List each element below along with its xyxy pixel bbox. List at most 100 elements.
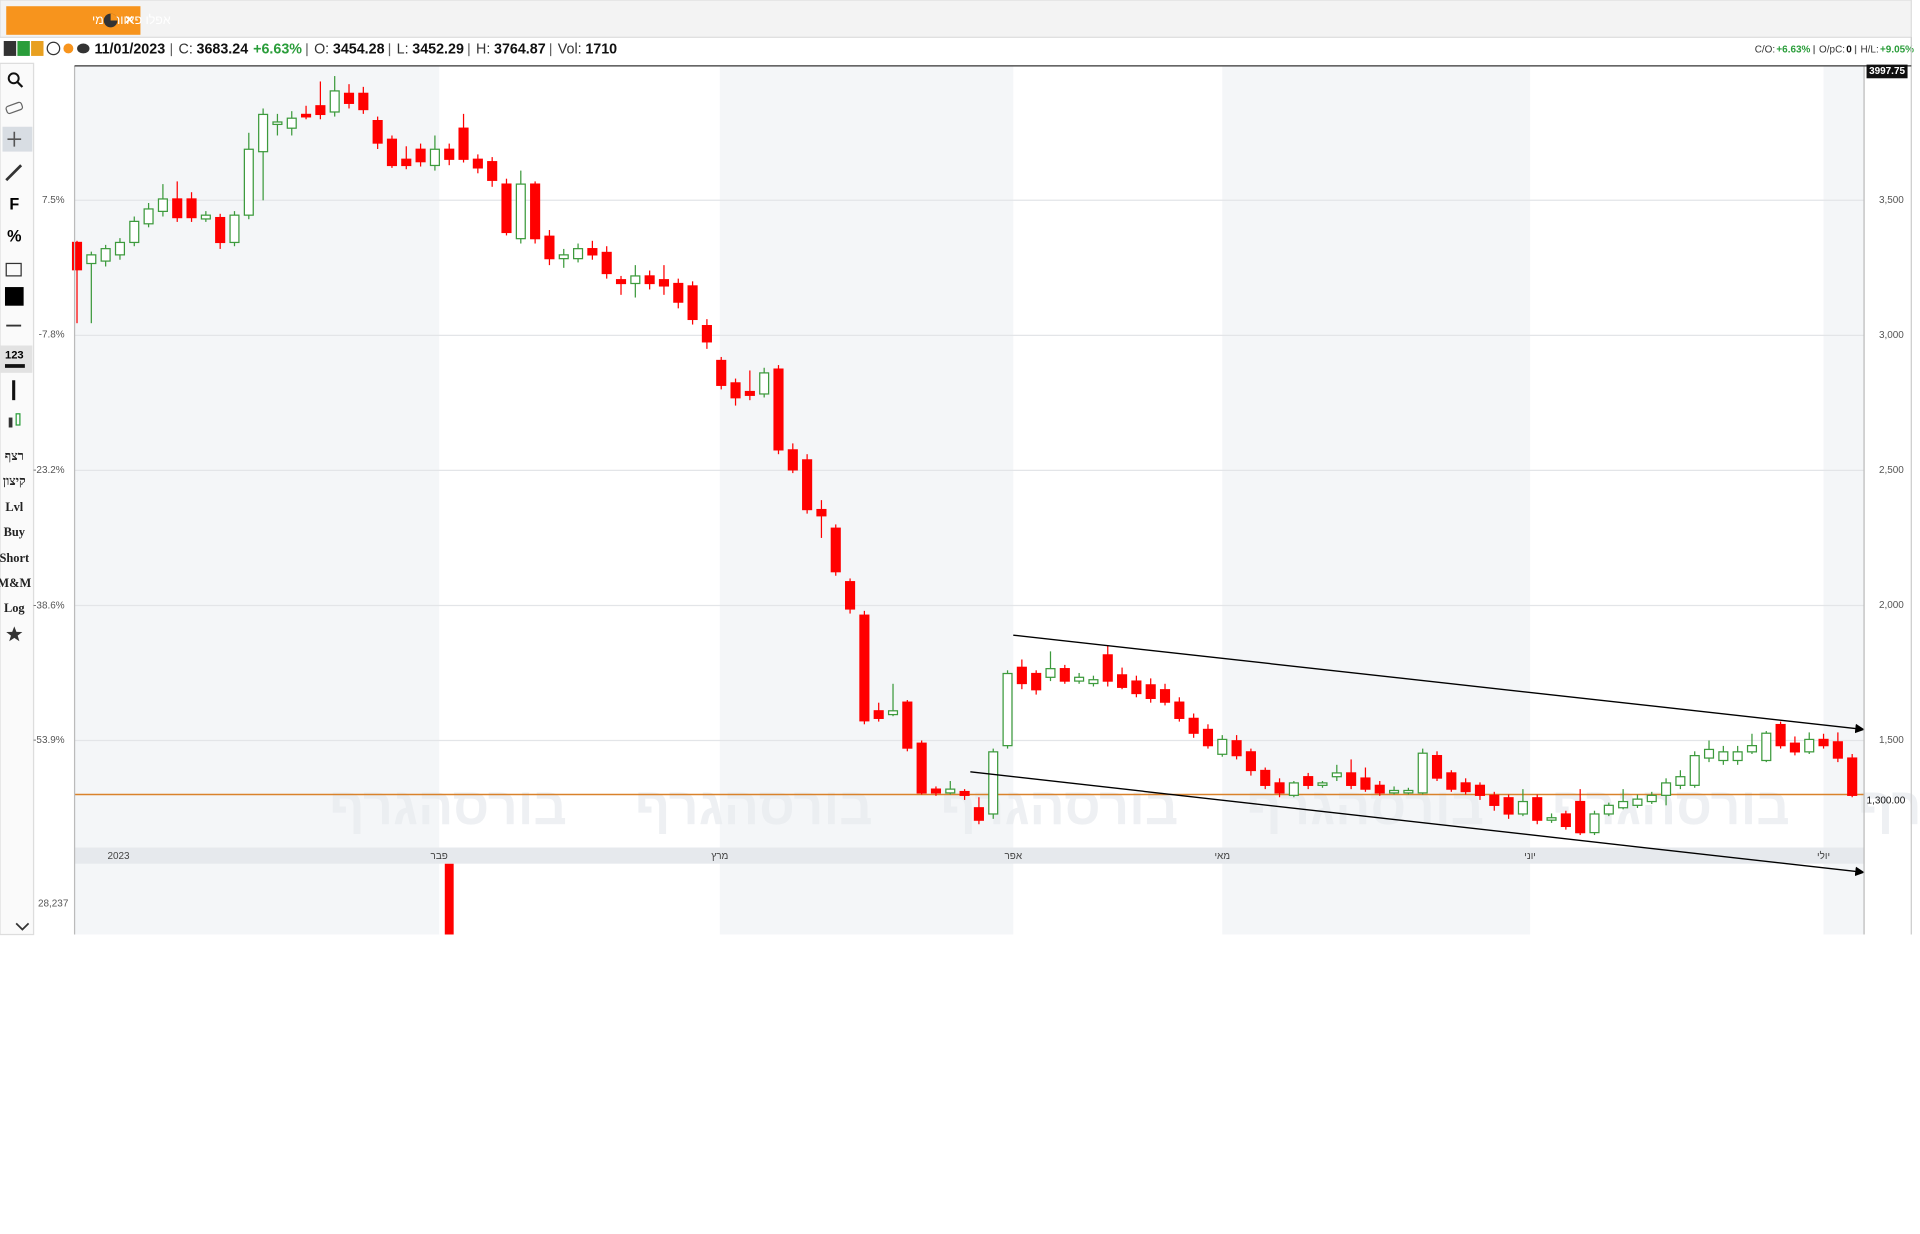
tab-icon-slice bbox=[110, 13, 118, 21]
search-icon[interactable] bbox=[7, 72, 20, 85]
icon[interactable] bbox=[17, 41, 30, 56]
color-picker[interactable] bbox=[4, 287, 24, 306]
candle-body bbox=[472, 158, 483, 169]
candle-body bbox=[1703, 748, 1715, 759]
candle-body bbox=[630, 275, 641, 285]
y2-tick-label: -23.2% bbox=[33, 465, 65, 476]
candle-body bbox=[615, 279, 627, 285]
y-tick-label: 1,500 bbox=[1879, 735, 1904, 746]
candle-body bbox=[71, 241, 83, 271]
candle-body bbox=[1775, 723, 1786, 747]
candle-body bbox=[86, 254, 97, 265]
candle-body bbox=[573, 248, 584, 260]
number-button[interactable] bbox=[0, 345, 33, 373]
candle-body bbox=[1188, 717, 1199, 734]
tool-label[interactable]: קיצון bbox=[3, 474, 26, 488]
icon[interactable] bbox=[77, 43, 90, 54]
chart-tab[interactable] bbox=[6, 6, 141, 35]
candle-body bbox=[845, 581, 856, 610]
tool-label[interactable]: Log bbox=[4, 601, 25, 615]
candle-body bbox=[1474, 784, 1486, 796]
candle-body bbox=[186, 198, 197, 219]
watermark: בורסהגרף bbox=[329, 778, 567, 836]
tool-label[interactable]: Short bbox=[0, 551, 30, 565]
month-band bbox=[74, 65, 440, 935]
quote-text: 3764.87 bbox=[494, 41, 546, 57]
candle-body bbox=[816, 508, 827, 517]
candle-icon[interactable] bbox=[8, 417, 13, 428]
tool-label[interactable]: % bbox=[7, 228, 21, 246]
candle-body bbox=[759, 372, 770, 395]
candle-body bbox=[1532, 797, 1543, 821]
tab-close[interactable]: × bbox=[125, 12, 134, 28]
candle-body bbox=[658, 279, 670, 287]
x-tick-label: 2023 bbox=[107, 851, 130, 862]
candle-body bbox=[401, 158, 412, 167]
collapse-icon[interactable] bbox=[15, 922, 30, 931]
candle-body bbox=[200, 214, 211, 220]
edit-icon[interactable] bbox=[5, 262, 22, 277]
quote-text: +6.63% bbox=[1776, 44, 1810, 55]
candle-body bbox=[916, 742, 927, 794]
candle-body bbox=[143, 208, 154, 225]
candle-body bbox=[1689, 755, 1700, 786]
x-tick-label: יולי bbox=[1817, 850, 1830, 862]
candle-body bbox=[873, 710, 884, 719]
icon[interactable] bbox=[46, 41, 61, 56]
candle-body bbox=[1732, 751, 1743, 762]
icon[interactable] bbox=[3, 41, 17, 56]
candle-body bbox=[429, 148, 440, 167]
candle-body bbox=[1159, 689, 1171, 703]
candle-body bbox=[1303, 776, 1314, 786]
tool-label[interactable]: 123 bbox=[5, 349, 24, 361]
candle-body bbox=[1231, 740, 1242, 757]
candle-body bbox=[243, 148, 254, 216]
x-tick-label: מאי bbox=[1214, 851, 1230, 862]
tool-label[interactable]: Lvl bbox=[5, 500, 23, 514]
candle-body bbox=[1145, 684, 1156, 699]
quote-text: 0 bbox=[1846, 44, 1852, 55]
quote-text: 11/01/2023 bbox=[94, 41, 165, 57]
eraser-icon[interactable] bbox=[5, 101, 24, 115]
candle-body bbox=[415, 148, 426, 163]
candle-body bbox=[1403, 789, 1414, 794]
candle-body bbox=[1031, 672, 1042, 691]
number-bar bbox=[4, 364, 25, 368]
candle-body bbox=[1045, 668, 1056, 678]
icon[interactable] bbox=[63, 43, 74, 54]
icon[interactable] bbox=[31, 41, 44, 56]
plot: 1,500 2,000 2,500 3,000 3,500 -53.9% -38.6% -23… bbox=[33, 37, 1920, 935]
favorite-icon[interactable] bbox=[6, 626, 23, 642]
y2-tick-label: -38.6% bbox=[33, 600, 65, 611]
line-tool[interactable] bbox=[5, 164, 23, 182]
candle-body bbox=[587, 248, 598, 256]
candle-body bbox=[1317, 782, 1328, 786]
candle-body bbox=[859, 614, 870, 722]
candle-body bbox=[1589, 813, 1600, 834]
candle-body bbox=[1560, 813, 1571, 828]
tool-label[interactable]: רצף bbox=[5, 449, 24, 463]
candle-body bbox=[1718, 751, 1729, 762]
y2-tick-label: -53.9% bbox=[33, 735, 65, 746]
tool-labels: F% 123 רצף קיצון Lvl Buy Short M&M Log bbox=[0, 195, 31, 614]
quote-text: O/pC: bbox=[1819, 44, 1845, 55]
quote-text: C/O: bbox=[1755, 44, 1775, 55]
tool-label[interactable]: F bbox=[9, 195, 19, 213]
stats-line: C/O: +6.63% O/pC: 0 H/L: +9.05% bbox=[1755, 44, 1914, 55]
tool-label[interactable]: M&M bbox=[0, 576, 31, 590]
quote-text: 1710 bbox=[585, 41, 617, 57]
candle-body bbox=[1603, 804, 1614, 815]
candle-body bbox=[1546, 817, 1557, 821]
quote-text: Vol: bbox=[558, 41, 582, 57]
candle-body bbox=[1503, 797, 1514, 815]
candle-body bbox=[1174, 701, 1185, 719]
candle-body bbox=[1847, 757, 1858, 796]
quote-text: H: bbox=[476, 41, 490, 57]
candle-body bbox=[744, 390, 755, 396]
tool-label[interactable]: Buy bbox=[4, 525, 26, 539]
candle-body bbox=[1517, 800, 1528, 815]
y2-tick-label: 7.5% bbox=[42, 195, 65, 206]
candle-body bbox=[1431, 755, 1443, 779]
